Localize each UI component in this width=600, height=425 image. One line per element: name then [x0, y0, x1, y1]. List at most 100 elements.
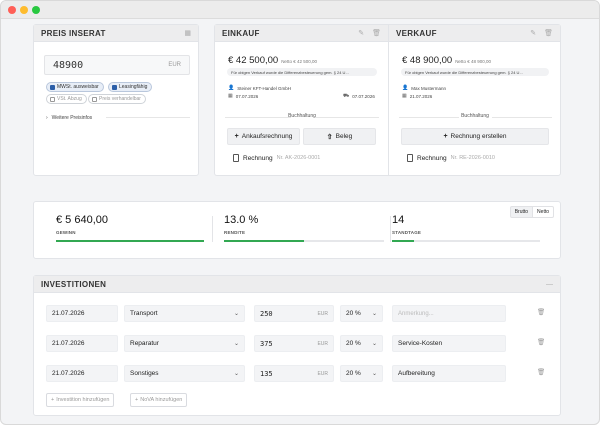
toggle-brutto[interactable]: Brutto [509, 206, 534, 218]
ankaufsrechnung-button[interactable]: + Ankaufsrechnung [227, 128, 300, 145]
investitionen-header: INVESTITIONEN — [34, 276, 560, 293]
einkauf-doc-label: Rechnung [243, 154, 273, 162]
investment-amount-input[interactable]: 250 EUR [254, 305, 334, 322]
edit-icon[interactable]: ✎ [358, 30, 365, 37]
investment-vat-value: 20 % [346, 370, 361, 377]
close-window-button[interactable] [8, 6, 16, 14]
verkauf-party: 👤 Max Mustermann [402, 85, 446, 91]
stat-standtage: 14 STANDTAGE [392, 214, 421, 235]
einkauf-doc-number: Nr. AK-2026-0001 [276, 155, 321, 161]
plus-icon: + [234, 133, 239, 140]
edit-icon[interactable]: ✎ [530, 30, 537, 37]
toggle-netto[interactable]: Netto [533, 206, 554, 218]
more-price-info-toggle[interactable]: › Weitere Preisinfos [46, 115, 92, 121]
einkauf-card: EINKAUF ✎ 🗑 € 42 500,00 Netto € 42 500,00… [214, 24, 388, 176]
divider [390, 216, 391, 242]
investment-date-input[interactable]: 21.07.2026 [46, 335, 118, 352]
divider [212, 216, 213, 242]
divider [225, 117, 291, 118]
verkauf-party-name: Max Mustermann [411, 85, 446, 91]
investment-note-input[interactable]: Aufbereitung [392, 365, 506, 382]
investment-amount-value: 375 [260, 339, 273, 348]
einkauf-card-header: EINKAUF ✎ 🗑 [215, 25, 388, 42]
verkauf-tax-note: Für obigen Verkauf wurde die Differenzbe… [401, 68, 549, 76]
ankaufsrechnung-label: Ankaufsrechnung [241, 133, 293, 140]
stats-card: Brutto Netto € 5 640,00 GEWINN 13.0 % RE… [33, 201, 561, 259]
stat-rendite-value: 13.0 % [224, 214, 259, 226]
verkauf-title: VERKAUF [396, 28, 437, 38]
trash-icon[interactable]: 🗑 [372, 30, 381, 37]
checkbox-icon [50, 96, 55, 102]
investment-amount-value: 135 [260, 369, 273, 378]
investment-note-value: Service-Kosten [398, 340, 443, 347]
investment-category-value: Sonstiges [130, 370, 159, 377]
rechnung-erstellen-button[interactable]: + Rechnung erstellen [401, 128, 549, 145]
plus-icon: + [51, 397, 55, 403]
investment-note-input[interactable]: Anmerkung... [392, 305, 506, 322]
beleg-label: Beleg [335, 133, 353, 140]
price-input[interactable]: 48900 EUR [44, 55, 190, 75]
plus-icon: + [443, 133, 448, 140]
minimize-window-button[interactable] [20, 6, 28, 14]
divider [492, 117, 552, 118]
investment-date-value: 21.07.2026 [52, 310, 85, 317]
stat-rendite-fill [224, 240, 304, 242]
verkauf-doc-label: Rechnung [417, 154, 447, 162]
add-nova-label: NoVA hinzufügen [140, 397, 183, 403]
trash-icon[interactable]: 🗑 [537, 369, 546, 376]
calculator-icon[interactable]: ▦ [184, 30, 191, 37]
calendar-icon: ▦ [228, 93, 233, 99]
investment-vat-select[interactable]: 20 % ⌄ [340, 305, 383, 322]
chip-mwst-ausweisbar[interactable]: MWSt. ausweisbar [46, 82, 104, 92]
investment-vat-select[interactable]: 20 % ⌄ [340, 365, 383, 382]
einkauf-tax-note: Für obigen Verkauf wurde die Differenzbe… [227, 68, 377, 76]
einkauf-date-value: 07.07.2026 [235, 93, 259, 99]
price-unit: EUR [168, 62, 181, 68]
verkauf-document[interactable]: Rechnung Nr. RE-2026-0010 [407, 154, 495, 162]
maximize-window-button[interactable] [32, 6, 40, 14]
add-investment-button[interactable]: + Investition hinzufügen [46, 393, 115, 407]
chevron-down-icon: ⌄ [233, 311, 239, 317]
verkauf-amount: € 48 900,00 Netto € 48 900,00 [402, 55, 491, 66]
chip-leasingfaehig[interactable]: Leasingfähig [108, 82, 153, 92]
investment-note-placeholder: Anmerkung... [398, 310, 434, 317]
investment-note-input[interactable]: Service-Kosten [392, 335, 506, 352]
chevron-right-icon: › [46, 115, 48, 121]
einkauf-delivery-date: ⛟ 07.07.2026 [343, 93, 375, 100]
investment-vat-value: 20 % [346, 340, 361, 347]
einkauf-document[interactable]: Rechnung Nr. AK-2026-0001 [233, 154, 320, 162]
investment-vat-select[interactable]: 20 % ⌄ [340, 335, 383, 352]
chip-label: Preis verhandelbar [99, 96, 141, 102]
investment-date-input[interactable]: 21.07.2026 [46, 365, 118, 382]
stat-gewinn-value: € 5 640,00 [56, 214, 108, 226]
trash-icon[interactable]: 🗑 [537, 339, 546, 346]
einkauf-section-label: Buchhaltung [288, 113, 316, 119]
verkauf-card-header: VERKAUF ✎ 🗑 [389, 25, 560, 42]
plus-icon: + [135, 397, 139, 403]
investment-date-input[interactable]: 21.07.2026 [46, 305, 118, 322]
brutto-netto-toggle[interactable]: Brutto Netto [509, 206, 554, 218]
verkauf-gross: € 48 900,00 [402, 55, 453, 66]
person-icon: 👤 [402, 85, 409, 91]
add-nova-button[interactable]: + NoVA hinzufügen [130, 393, 188, 407]
investment-category-select[interactable]: Reparatur ⌄ [124, 335, 245, 352]
divider [399, 117, 459, 118]
investment-note-value: Aufbereitung [398, 370, 435, 377]
trash-icon[interactable]: 🗑 [537, 309, 546, 316]
chip-vst-abzug[interactable]: VSt. Abzug [46, 94, 87, 104]
investment-amount-input[interactable]: 135 EUR [254, 365, 334, 382]
truck-icon: ⛟ [343, 93, 350, 99]
calendar-icon: ▦ [402, 93, 407, 99]
investment-category-select[interactable]: Sonstiges ⌄ [124, 365, 245, 382]
stat-rendite: 13.0 % RENDITE [224, 214, 258, 235]
investment-amount-input[interactable]: 375 EUR [254, 335, 334, 352]
beleg-button[interactable]: ⇧ Beleg [303, 128, 376, 145]
chip-label: VSt. Abzug [57, 96, 82, 102]
price-value: 48900 [53, 59, 84, 71]
einkauf-delivery-value: 07.07.2026 [352, 94, 375, 99]
investment-category-select[interactable]: Transport ⌄ [124, 305, 245, 322]
chip-preis-verhandelbar[interactable]: Preis verhandelbar [88, 94, 146, 104]
more-price-info-label: Weitere Preisinfos [51, 115, 93, 121]
trash-icon[interactable]: 🗑 [544, 30, 553, 37]
collapse-icon[interactable]: — [546, 280, 553, 288]
